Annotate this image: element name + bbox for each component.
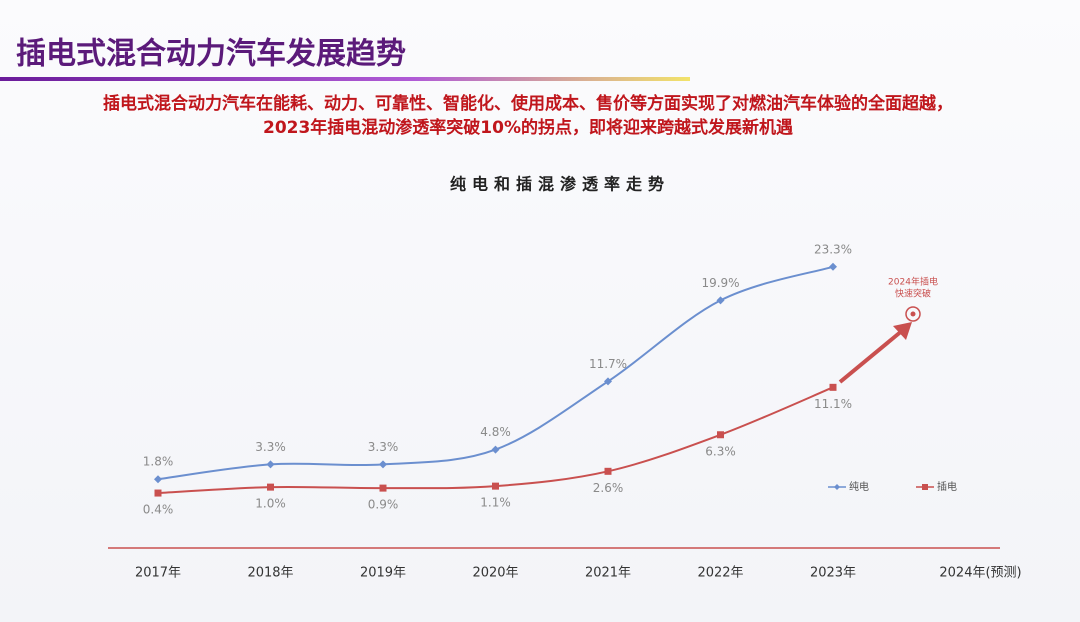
x-tick-label: 2023年 [810,566,856,581]
x-tick-label: 2018年 [247,566,293,581]
legend-marker [922,484,928,490]
data-label: 1.0% [255,497,286,511]
arrow [838,328,905,384]
marker [491,445,500,454]
data-label: 3.3% [368,440,399,454]
subtitle: 插电式混合动力汽车在能耗、动力、可靠性、智能化、使用成本、售价等方面实现了对燃油… [103,93,953,114]
slide-title: 插电式混合动力汽车发展趋势 [16,37,406,72]
subtitle: 2023年插电混动渗透率突破10%的拐点，即将迎来跨越式发展新机遇 [263,117,793,138]
data-label: 1.1% [480,496,511,510]
x-tick-label: 2017年 [135,566,181,581]
data-label: 4.8% [480,425,511,439]
data-label: 19.9% [701,276,739,290]
data-label: 6.3% [705,444,736,458]
chart-title: 纯电和插混渗透率走势 [450,175,670,194]
legend-label: 插电 [937,480,957,493]
data-label: 0.4% [143,503,174,517]
x-tick-label: 2024年(预测) [939,566,1021,581]
legend-marker [834,484,840,490]
marker [266,460,275,469]
target-icon [910,311,916,317]
marker [604,377,612,386]
x-tick-label: 2020年 [472,566,518,581]
legend-label: 纯电 [849,480,869,493]
x-tick-label: 2022年 [697,566,743,581]
marker [716,296,725,305]
marker [154,489,162,497]
marker [717,431,724,439]
data-label: 0.9% [368,498,399,512]
target-icon [905,306,921,322]
data-label: 2.6% [593,481,624,495]
marker [492,482,499,490]
marker [267,483,274,491]
title-underline [0,77,690,81]
annotation: 2024年插电 [888,276,938,288]
data-label: 23.3% [814,242,852,256]
data-label: 11.1% [814,397,852,411]
arrow-head [893,322,912,340]
annotation: 快速突破 [895,288,931,300]
marker [829,262,837,271]
marker [379,484,387,492]
marker [154,475,162,484]
x-tick-label: 2019年 [360,566,406,581]
marker [379,460,387,469]
data-label: 1.8% [143,455,174,469]
marker [604,467,612,475]
marker [829,383,837,391]
data-label: 3.3% [255,440,286,454]
x-tick-label: 2021年 [585,566,631,581]
data-label: 11.7% [589,357,627,371]
